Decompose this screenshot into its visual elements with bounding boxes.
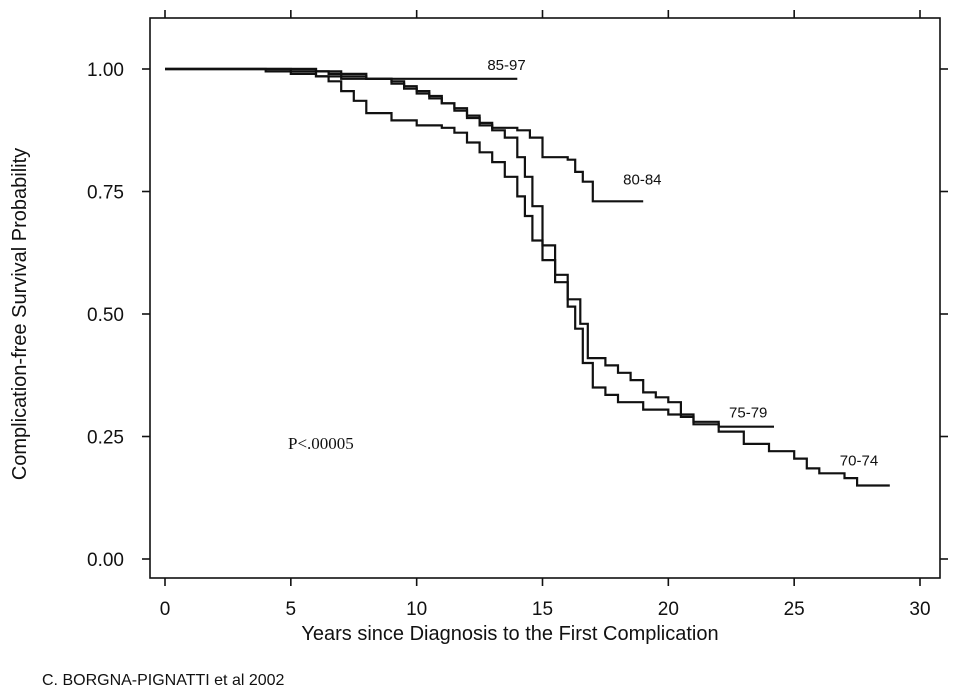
survival-curves xyxy=(165,67,890,487)
series-label-70-74: 70-74 xyxy=(840,453,878,470)
x-tick-label: 5 xyxy=(286,599,297,620)
x-tick-label: 20 xyxy=(658,599,679,620)
y-tick-labels: 0.00 0.25 0.50 0.75 1.00 xyxy=(87,60,124,571)
y-tick-label: 0.25 xyxy=(87,428,124,449)
series-labels: 85-97 80-84 75-79 70-74 xyxy=(487,57,878,470)
y-tick-label: 0.50 xyxy=(87,305,124,326)
series-line-75-79 xyxy=(165,67,774,428)
x-tick-label: 25 xyxy=(784,599,805,620)
x-axis-title: Years since Diagnosis to the First Compl… xyxy=(301,623,718,645)
figure-credit: C. BORGNA-PIGNATTI et al 2002 xyxy=(42,672,285,689)
x-tick-label: 30 xyxy=(909,599,930,620)
plot-frame xyxy=(149,17,941,579)
series-label-75-79: 75-79 xyxy=(729,405,767,422)
x-tick-label: 15 xyxy=(532,599,553,620)
series-label-85-97: 85-97 xyxy=(487,57,525,74)
series-line-70-74 xyxy=(165,67,890,487)
x-tick-labels: 0 5 10 15 20 25 30 xyxy=(160,599,931,620)
x-tick-label: 0 xyxy=(160,599,171,620)
y-tick-label: 1.00 xyxy=(87,60,124,81)
y-tick-label: 0.75 xyxy=(87,183,124,204)
series-label-80-84: 80-84 xyxy=(623,171,661,188)
p-value-annotation: P<.00005 xyxy=(288,434,354,453)
y-axis-title: Complication-free Survival Probability xyxy=(9,148,31,480)
axis-ticks xyxy=(142,10,948,586)
y-tick-label: 0.00 xyxy=(87,550,124,571)
x-tick-label: 10 xyxy=(406,599,427,620)
